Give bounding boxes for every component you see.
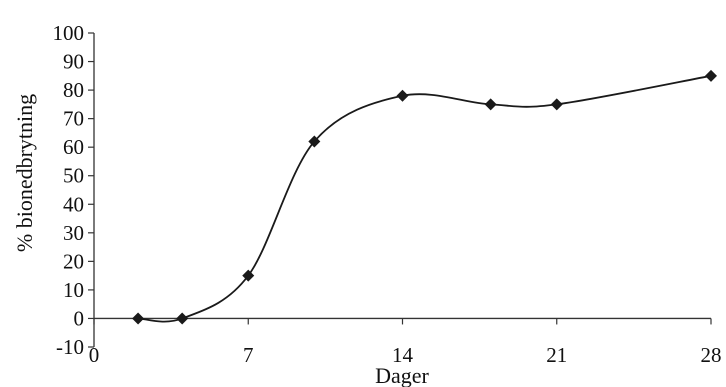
y-tick-label: 80 (63, 78, 84, 102)
data-point (396, 89, 409, 102)
y-tick-label: -10 (56, 335, 84, 359)
y-tick-label: 10 (63, 278, 84, 302)
x-axis-title: Dager (375, 363, 429, 387)
x-tick-label: 14 (392, 343, 414, 367)
y-tick-label: 40 (63, 192, 84, 216)
y-tick-label: 100 (53, 21, 85, 45)
data-point (132, 312, 145, 325)
y-tick-label: 20 (63, 249, 84, 273)
x-axis-ticks: 0 7 14 21 28 (89, 318, 722, 367)
x-tick-label: 7 (243, 343, 254, 367)
y-axis-title: % bionedbrytning (12, 94, 37, 252)
y-tick-label: 0 (74, 306, 85, 330)
data-point (308, 135, 321, 148)
series-layer (132, 69, 717, 325)
x-tick-label: 21 (546, 343, 567, 367)
data-point (484, 98, 497, 111)
y-tick-label: 90 (63, 50, 84, 74)
y-tick-label: 30 (63, 221, 84, 245)
data-point (242, 269, 255, 282)
x-tick-label: 28 (701, 343, 722, 367)
data-point (705, 69, 717, 82)
y-axis-ticks: -10 0 10 20 30 40 50 60 70 80 90 100 (53, 21, 94, 359)
data-point (550, 98, 563, 111)
data-point (176, 312, 189, 325)
series-line-0 (138, 74, 712, 323)
y-tick-label: 50 (63, 164, 84, 188)
y-tick-label: 70 (63, 107, 84, 131)
y-tick-label: 60 (63, 135, 84, 159)
x-tick-label: 0 (89, 343, 100, 367)
